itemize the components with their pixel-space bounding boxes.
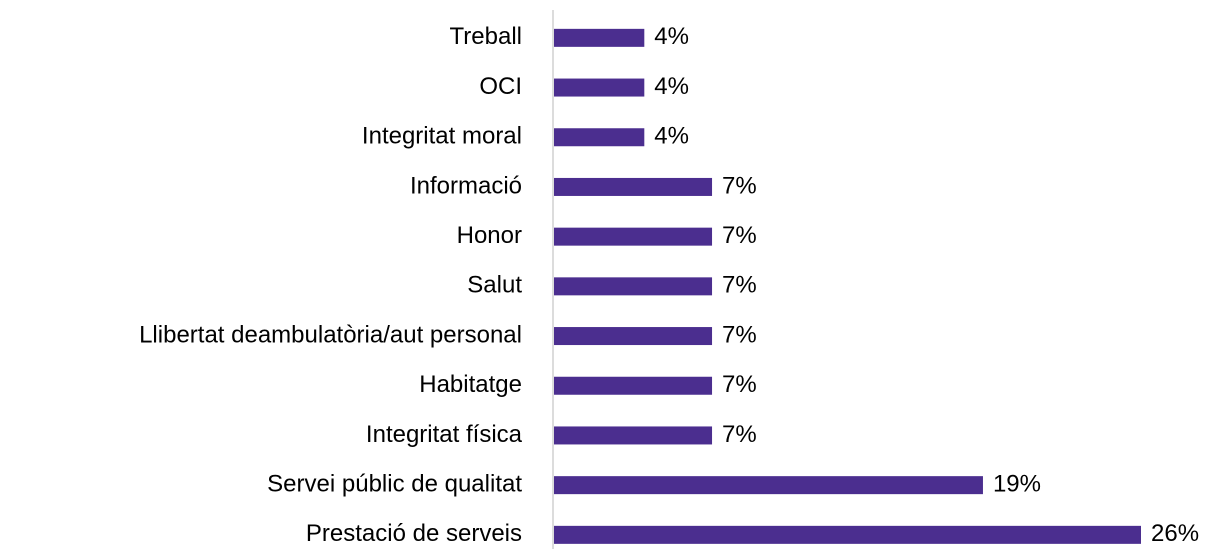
value-label: 4%	[654, 23, 689, 50]
value-label: 7%	[722, 272, 757, 299]
bar	[554, 426, 713, 445]
bar	[554, 525, 1141, 544]
bar	[554, 78, 645, 97]
bar	[554, 28, 645, 47]
bar	[554, 227, 713, 246]
bar	[554, 327, 713, 346]
category-label: Honor	[457, 222, 522, 249]
bar	[554, 376, 713, 395]
bar	[554, 177, 713, 196]
category-label: OCI	[479, 73, 522, 100]
category-label: Treball	[450, 23, 522, 50]
value-label: 4%	[654, 123, 689, 150]
value-label: 7%	[722, 222, 757, 249]
category-label: Llibertat deambulatòria/aut personal	[139, 321, 522, 348]
value-label: 7%	[722, 172, 757, 199]
value-label: 26%	[1151, 520, 1199, 547]
category-label: Servei públic de qualitat	[267, 470, 522, 497]
bar	[554, 128, 645, 147]
category-label: Habitatge	[419, 371, 522, 398]
category-label: Integritat física	[366, 421, 523, 448]
value-label: 4%	[654, 73, 689, 100]
value-label: 7%	[722, 371, 757, 398]
category-label: Salut	[467, 272, 522, 299]
bar	[554, 476, 983, 495]
value-label: 19%	[993, 470, 1041, 497]
bar	[554, 277, 713, 296]
category-label: Integritat moral	[362, 123, 522, 150]
category-label: Informació	[410, 172, 522, 199]
value-label: 7%	[722, 321, 757, 348]
value-label: 7%	[722, 421, 757, 448]
category-label: Prestació de serveis	[306, 520, 522, 547]
